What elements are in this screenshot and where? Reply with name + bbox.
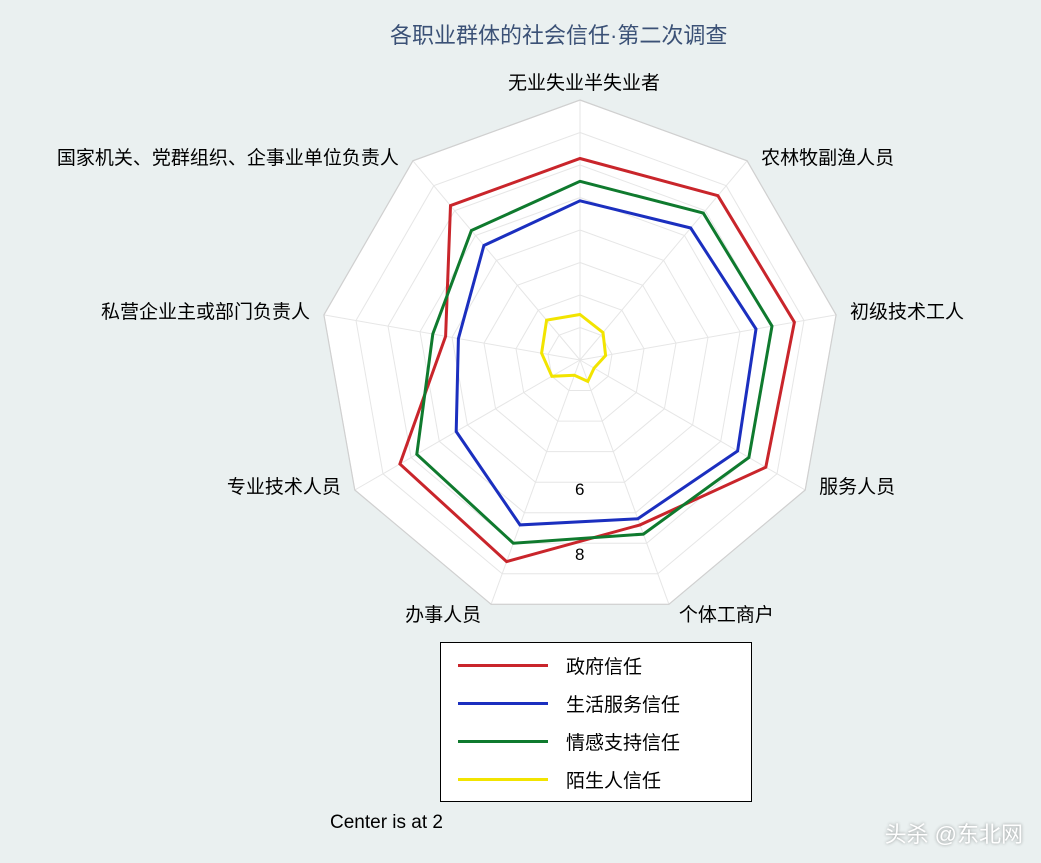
legend-label-3: 陌生人信任	[566, 766, 661, 793]
axis-label-0: 无业失业半失业者	[508, 68, 660, 95]
legend-item-0: 政府信任	[458, 652, 642, 679]
legend-swatch-0	[458, 664, 548, 667]
axis-label-5: 办事人员	[405, 600, 481, 627]
axis-label-4: 个体工商户	[679, 600, 774, 627]
watermark-prefix: 头杀	[885, 822, 929, 847]
axis-label-7: 私营企业主或部门负责人	[101, 297, 310, 324]
legend-item-3: 陌生人信任	[458, 766, 661, 793]
legend-item-1: 生活服务信任	[458, 690, 680, 717]
axis-label-1: 农林牧副渔人员	[761, 143, 894, 170]
axis-label-8: 国家机关、党群组织、企事业单位负责人	[57, 143, 399, 170]
legend-swatch-1	[458, 702, 548, 705]
legend-swatch-2	[458, 740, 548, 743]
axis-label-3: 服务人员	[819, 472, 895, 499]
watermark: 头杀@东北网	[885, 817, 1023, 849]
legend-item-2: 情感支持信任	[458, 728, 680, 755]
chart-title: 各职业群体的社会信任·第二次调查	[390, 18, 727, 50]
center-note: Center is at 2	[330, 812, 443, 834]
axis-label-2: 初级技术工人	[850, 297, 964, 324]
legend-label-2: 情感支持信任	[566, 728, 680, 755]
tick-label-6: 6	[575, 480, 584, 500]
radar-chart: 各职业群体的社会信任·第二次调查无业失业半失业者农林牧副渔人员初级技术工人服务人…	[0, 0, 1041, 863]
tick-label-8: 8	[575, 545, 584, 565]
legend-swatch-3	[458, 778, 548, 781]
legend-label-0: 政府信任	[566, 652, 642, 679]
watermark-text: @东北网	[935, 822, 1023, 847]
axis-label-6: 专业技术人员	[227, 472, 341, 499]
legend-label-1: 生活服务信任	[566, 690, 680, 717]
